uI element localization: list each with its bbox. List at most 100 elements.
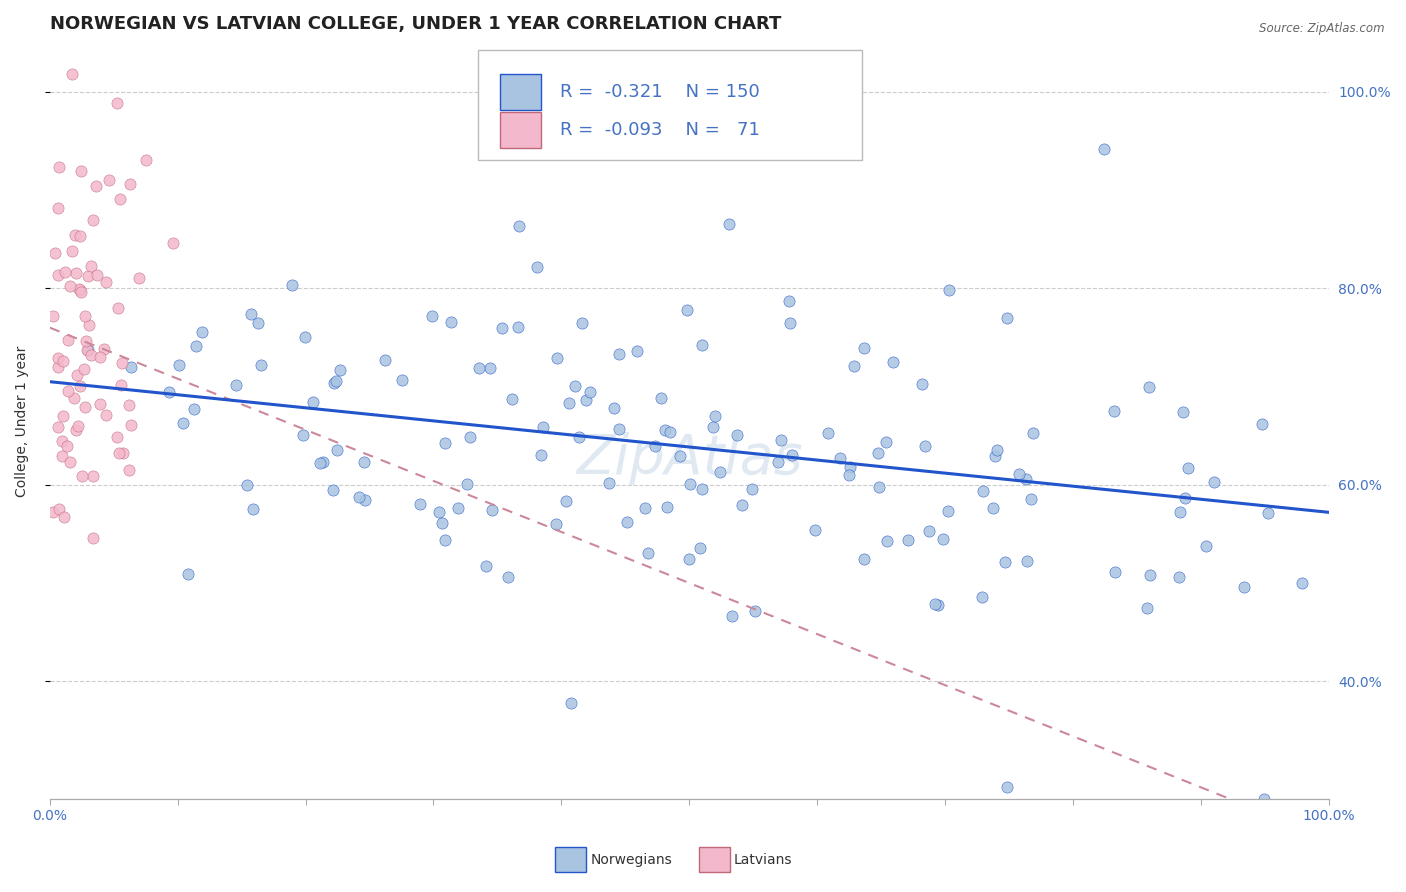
Point	[875, 435, 897, 450]
Point	[108, 192, 131, 206]
Point	[65, 423, 87, 437]
Point	[1104, 404, 1126, 418]
Point	[703, 409, 725, 424]
Point	[1022, 425, 1045, 440]
Point	[325, 374, 347, 388]
Point	[558, 396, 581, 410]
Point	[89, 351, 111, 365]
Point	[69, 283, 91, 297]
Point	[391, 373, 413, 387]
Point	[77, 318, 100, 333]
Point	[741, 483, 763, 497]
Point	[914, 439, 936, 453]
Text: Latvians: Latvians	[734, 853, 793, 867]
Point	[554, 494, 576, 508]
Point	[65, 228, 87, 243]
Point	[491, 320, 513, 334]
Point	[637, 546, 659, 560]
Point	[118, 398, 141, 412]
Point	[544, 516, 567, 531]
Point	[817, 426, 839, 441]
Point	[1139, 568, 1161, 582]
Point	[575, 393, 598, 408]
Point	[108, 446, 131, 460]
Point	[48, 201, 70, 215]
Point	[852, 552, 875, 566]
Point	[67, 419, 90, 434]
Point	[607, 347, 630, 361]
Point	[626, 343, 648, 358]
Point	[120, 359, 142, 374]
Point	[135, 153, 157, 167]
Point	[924, 598, 946, 612]
Point	[844, 359, 866, 373]
Point	[655, 500, 678, 515]
Point	[780, 448, 803, 462]
Point	[607, 422, 630, 436]
Point	[58, 384, 80, 398]
Point	[236, 478, 259, 492]
Point	[128, 271, 150, 285]
Point	[59, 455, 82, 469]
Point	[48, 161, 70, 175]
Point	[172, 416, 194, 430]
Point	[456, 477, 478, 491]
Point	[721, 609, 744, 624]
Point	[312, 455, 335, 469]
Point	[80, 348, 103, 362]
Point	[560, 696, 582, 710]
Point	[668, 450, 690, 464]
Point	[190, 325, 212, 339]
Point	[478, 360, 501, 375]
Point	[936, 504, 959, 518]
Point	[1195, 539, 1218, 553]
Point	[501, 392, 523, 406]
Point	[169, 358, 191, 372]
Point	[105, 430, 128, 444]
Point	[94, 408, 117, 422]
Point	[689, 541, 711, 556]
Point	[60, 244, 83, 258]
Point	[77, 343, 100, 357]
Point	[531, 420, 554, 434]
Point	[440, 315, 463, 329]
Point	[603, 401, 626, 415]
Point	[66, 368, 89, 383]
Point	[53, 265, 76, 279]
Point	[983, 501, 1005, 516]
Point	[432, 516, 454, 530]
Point	[118, 462, 141, 476]
Text: NORWEGIAN VS LATVIAN COLLEGE, UNDER 1 YEAR CORRELATION CHART: NORWEGIAN VS LATVIAN COLLEGE, UNDER 1 YE…	[49, 15, 782, 33]
Point	[42, 309, 65, 323]
Point	[676, 302, 699, 317]
Point	[70, 285, 93, 299]
Point	[86, 179, 108, 194]
Point	[93, 343, 115, 357]
Point	[281, 278, 304, 293]
Point	[89, 397, 111, 411]
Point	[852, 341, 875, 355]
Point	[932, 532, 955, 546]
Point	[56, 333, 79, 347]
Point	[325, 443, 347, 458]
Point	[250, 358, 273, 372]
Point	[56, 439, 79, 453]
Point	[75, 334, 97, 349]
Point	[329, 363, 352, 377]
Point	[970, 590, 993, 604]
Point	[709, 465, 731, 479]
Point	[59, 278, 82, 293]
Point	[1136, 601, 1159, 615]
Point	[506, 319, 529, 334]
Point	[828, 451, 851, 466]
Point	[44, 245, 66, 260]
Point	[984, 449, 1007, 463]
Point	[654, 423, 676, 437]
Point	[468, 360, 491, 375]
Point	[94, 275, 117, 289]
Point	[1008, 467, 1031, 482]
Point	[107, 301, 129, 315]
Text: ZipAtlas: ZipAtlas	[576, 433, 803, 485]
Point	[568, 429, 591, 443]
Text: R =  -0.093    N =   71: R = -0.093 N = 71	[560, 120, 761, 139]
